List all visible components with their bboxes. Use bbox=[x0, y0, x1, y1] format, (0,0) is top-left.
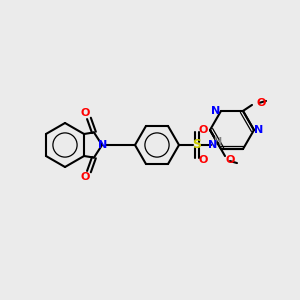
Text: H: H bbox=[213, 137, 221, 147]
Text: O: O bbox=[256, 98, 266, 108]
Text: N: N bbox=[212, 106, 220, 116]
Text: N: N bbox=[208, 140, 217, 150]
Text: O: O bbox=[80, 108, 90, 118]
Text: O: O bbox=[198, 155, 208, 165]
Text: S: S bbox=[193, 139, 202, 152]
Text: O: O bbox=[198, 125, 208, 135]
Text: N: N bbox=[254, 125, 264, 135]
Text: N: N bbox=[98, 140, 108, 150]
Text: O: O bbox=[225, 155, 235, 165]
Text: O: O bbox=[80, 172, 90, 182]
